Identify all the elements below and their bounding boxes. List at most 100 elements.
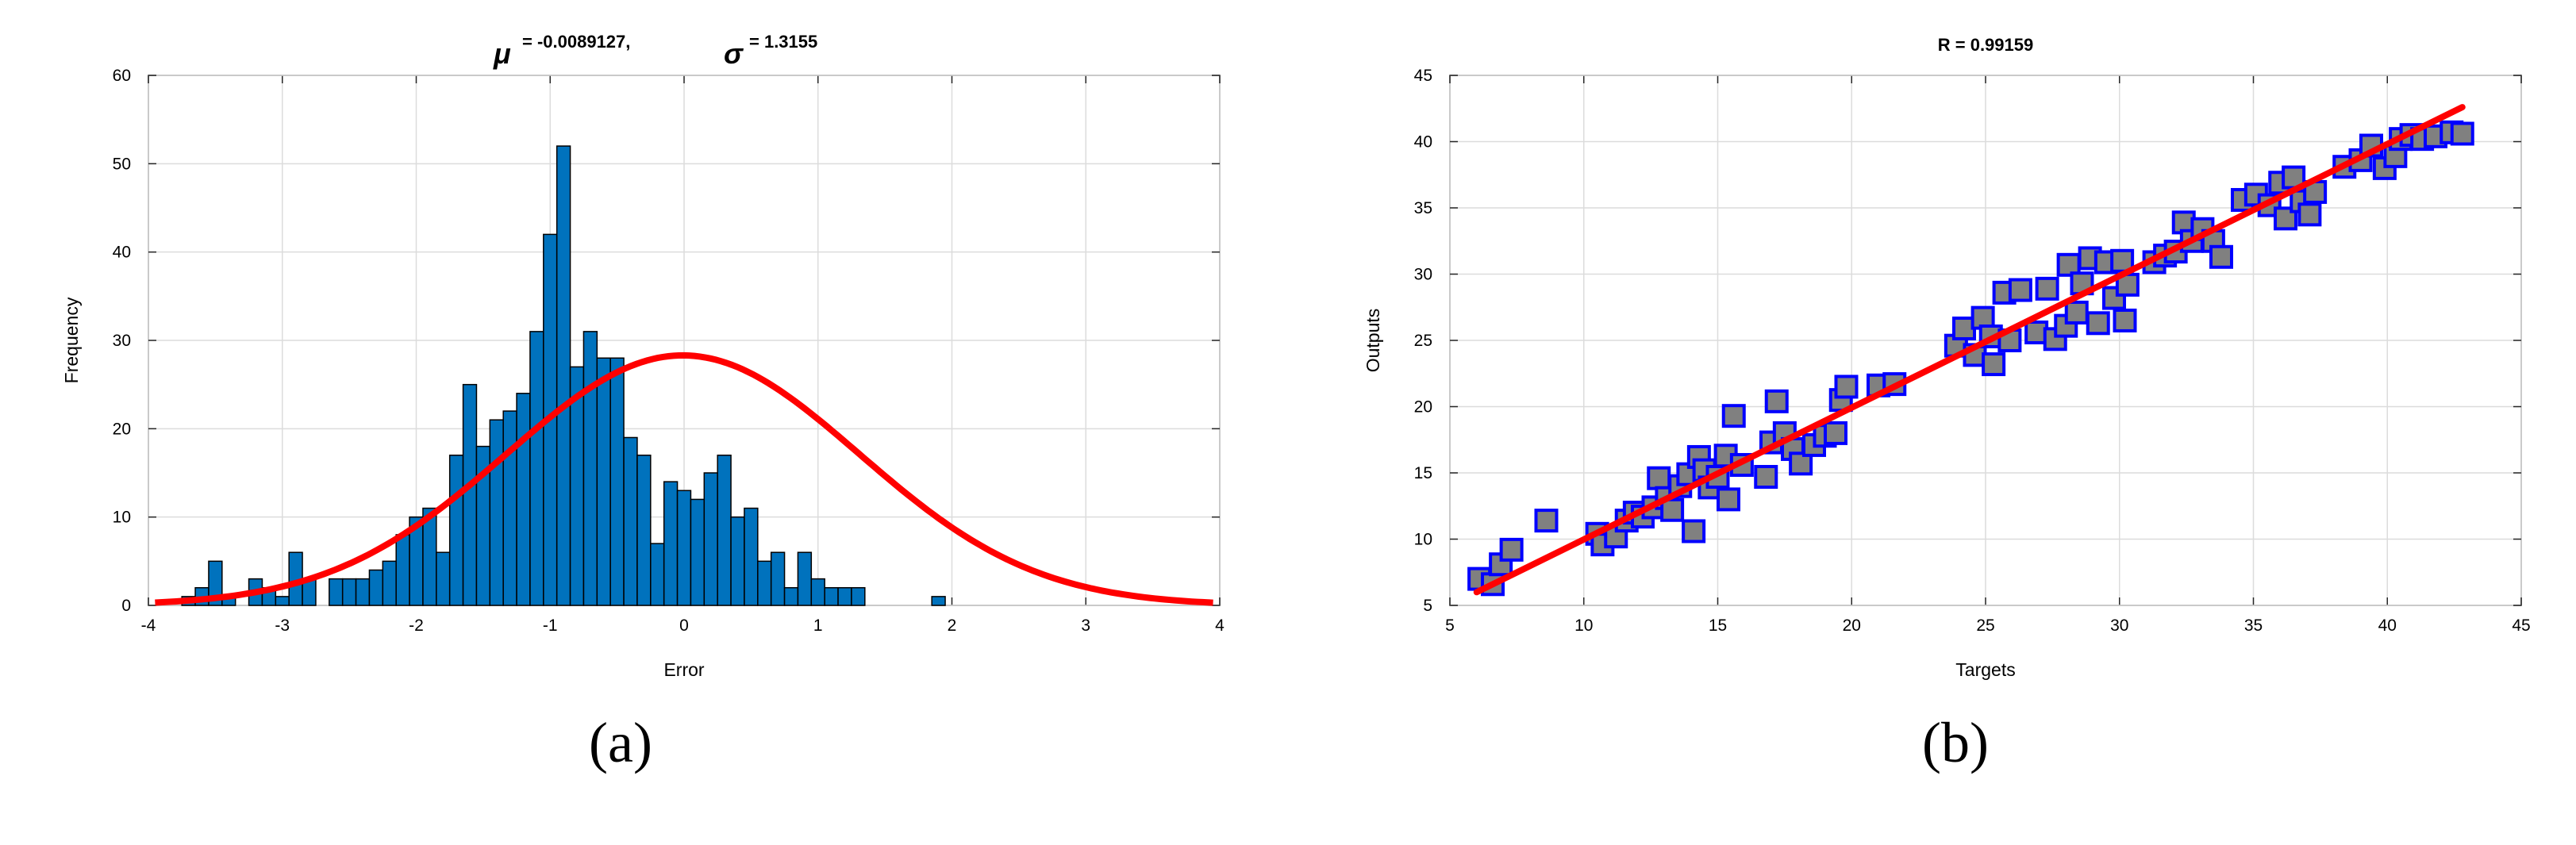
histogram-bar bbox=[609, 357, 625, 606]
y-tick-label: 20 bbox=[113, 420, 131, 438]
data-point bbox=[1534, 509, 1559, 533]
data-point bbox=[1824, 421, 1847, 445]
y-tick-label: 45 bbox=[1414, 67, 1432, 85]
histogram-bar bbox=[730, 516, 745, 606]
y-tick-label: 50 bbox=[113, 155, 131, 173]
x-tick-label: 2 bbox=[948, 616, 957, 635]
x-axis-label: Targets bbox=[1955, 659, 2015, 680]
data-point bbox=[2008, 278, 2032, 302]
y-tick-label: 10 bbox=[1414, 531, 1432, 549]
regression-scatter-chart: 5 10 15 20 25 30 35 40 45 5 10 15 20 25 30 35 40 45 R = … bbox=[1363, 35, 2531, 680]
x-tick-label: 4 bbox=[1215, 616, 1225, 635]
x-tick-label: 1 bbox=[813, 616, 823, 635]
data-point bbox=[2297, 202, 2322, 227]
x-tick-labels: -4 -3 -2 -1 0 1 2 3 4 bbox=[141, 616, 1225, 635]
title-mu-value: = -0.0089127, bbox=[522, 32, 630, 52]
histogram-bar bbox=[717, 454, 732, 606]
title-sigma-symbol: σ bbox=[724, 37, 744, 70]
histogram-bar bbox=[797, 551, 813, 606]
histogram-bar bbox=[824, 586, 839, 606]
histogram-bar bbox=[275, 596, 290, 606]
data-point bbox=[1717, 487, 1740, 512]
y-axis-label: Outputs bbox=[1363, 309, 1383, 373]
title-mu-symbol: μ bbox=[493, 37, 511, 70]
chart-title: R = 0.99159 bbox=[1938, 35, 2033, 55]
histogram-bar bbox=[448, 454, 464, 606]
data-points bbox=[1467, 120, 2474, 597]
histogram-bar bbox=[663, 481, 679, 606]
data-point bbox=[1647, 466, 1671, 490]
data-point bbox=[1754, 465, 1778, 490]
histogram-bar bbox=[810, 578, 825, 606]
data-point bbox=[2086, 311, 2110, 336]
x-tick-label: 10 bbox=[1574, 616, 1593, 635]
data-point bbox=[2450, 121, 2474, 146]
y-tick-label: 35 bbox=[1414, 199, 1432, 217]
data-point bbox=[2064, 300, 2089, 325]
data-point bbox=[2035, 276, 2059, 301]
regression-fit-line bbox=[1473, 104, 2466, 596]
y-tick-labels: 5 10 15 20 25 30 35 40 45 bbox=[1414, 67, 1432, 615]
data-point bbox=[1834, 374, 1859, 399]
data-point bbox=[2209, 244, 2233, 269]
x-tick-label: 3 bbox=[1081, 616, 1090, 635]
y-tick-label: 40 bbox=[113, 244, 131, 262]
error-histogram-chart: -4 -3 -2 -1 0 1 2 3 4 0 10 20 30 40 50 60 μ = -0.00891… bbox=[61, 32, 1225, 680]
histogram-bar bbox=[208, 560, 223, 606]
y-tick-label: 15 bbox=[1414, 464, 1432, 482]
histogram-bar bbox=[462, 383, 478, 606]
histogram-bar bbox=[596, 357, 611, 606]
y-axis-label: Frequency bbox=[61, 297, 82, 383]
data-point bbox=[1982, 352, 2006, 377]
histogram-bar bbox=[382, 560, 397, 606]
histogram-bar bbox=[703, 472, 718, 606]
y-tick-label: 25 bbox=[1414, 332, 1432, 350]
x-tick-label: 15 bbox=[1709, 616, 1727, 635]
histogram-bar bbox=[395, 534, 410, 606]
histogram-bar bbox=[676, 490, 692, 606]
x-tick-label: 0 bbox=[679, 616, 689, 635]
x-tick-label: 25 bbox=[1976, 616, 1994, 635]
histogram-bar bbox=[744, 507, 759, 606]
data-point bbox=[1764, 389, 1789, 413]
histogram-bar bbox=[650, 543, 665, 606]
x-tick-label: -4 bbox=[141, 616, 156, 635]
data-point bbox=[2274, 206, 2297, 231]
histogram-bar bbox=[341, 578, 357, 606]
x-tick-label: 35 bbox=[2244, 616, 2263, 635]
title-sigma-value: = 1.3155 bbox=[749, 32, 817, 52]
x-tick-label: -1 bbox=[543, 616, 558, 635]
histogram-bar bbox=[837, 586, 852, 606]
histogram-bar bbox=[636, 454, 652, 606]
histogram-bar bbox=[489, 419, 504, 606]
histogram-bar bbox=[516, 393, 531, 606]
y-tick-labels: 0 10 20 30 40 50 60 bbox=[113, 67, 131, 615]
x-tick-label: 20 bbox=[1843, 616, 1861, 635]
x-axis-label: Error bbox=[663, 659, 704, 680]
histogram-bar bbox=[329, 578, 344, 606]
y-tick-label: 60 bbox=[113, 67, 131, 85]
x-tick-label: 45 bbox=[2512, 616, 2530, 635]
y-tick-label: 40 bbox=[1414, 133, 1432, 152]
y-tick-label: 30 bbox=[1414, 266, 1432, 284]
x-tick-label: 40 bbox=[2378, 616, 2397, 635]
y-tick-label: 5 bbox=[1423, 597, 1432, 615]
histogram-bar bbox=[783, 586, 799, 606]
panel-label-a: (a) bbox=[589, 711, 652, 774]
normal-fit-curve bbox=[155, 351, 1213, 606]
histogram-bar bbox=[355, 578, 371, 606]
y-tick-label: 10 bbox=[113, 509, 131, 527]
y-tick-label: 20 bbox=[1414, 398, 1432, 417]
data-point bbox=[1499, 537, 1524, 562]
histogram-bar bbox=[757, 560, 772, 606]
histogram-bar bbox=[368, 569, 384, 606]
histogram-bar bbox=[556, 145, 571, 606]
data-point bbox=[1660, 497, 1685, 522]
histogram-bar bbox=[690, 498, 706, 606]
histogram-bar bbox=[436, 551, 451, 606]
data-point bbox=[1721, 404, 1746, 428]
y-tick-label: 30 bbox=[113, 332, 131, 350]
histogram-bar bbox=[623, 436, 638, 606]
data-point bbox=[2113, 308, 2137, 332]
